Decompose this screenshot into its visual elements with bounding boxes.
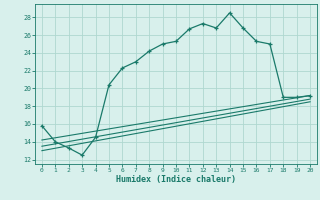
X-axis label: Humidex (Indice chaleur): Humidex (Indice chaleur)	[116, 175, 236, 184]
